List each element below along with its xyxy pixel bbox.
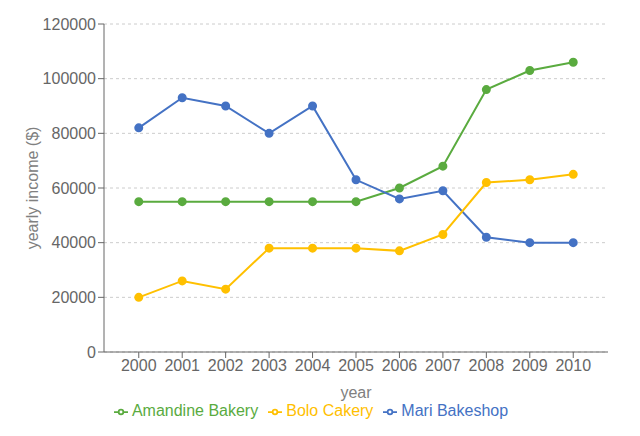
svg-text:100000: 100000 xyxy=(43,70,96,87)
svg-text:2001: 2001 xyxy=(164,357,200,374)
svg-text:120000: 120000 xyxy=(43,16,96,33)
svg-text:yearly income ($): yearly income ($) xyxy=(24,127,41,250)
svg-text:0: 0 xyxy=(87,344,96,361)
html-text:Mari Bakeshop: Mari Bakeshop xyxy=(401,402,509,419)
svg-text:20000: 20000 xyxy=(52,289,97,306)
svg-text:2010: 2010 xyxy=(555,357,591,374)
svg-text:60000: 60000 xyxy=(52,180,97,197)
svg-text:2004: 2004 xyxy=(295,357,331,374)
svg-text:2009: 2009 xyxy=(512,357,548,374)
html-text:Bolo Cakery: Bolo Cakery xyxy=(286,402,374,419)
svg-text:2005: 2005 xyxy=(338,357,374,374)
svg-text:2000: 2000 xyxy=(121,357,157,374)
svg-text:80000: 80000 xyxy=(52,125,97,142)
svg-text:2003: 2003 xyxy=(251,357,287,374)
svg-text:40000: 40000 xyxy=(52,234,97,251)
svg-text:year: year xyxy=(340,384,372,401)
svg-text:2006: 2006 xyxy=(382,357,418,374)
svg-text:2002: 2002 xyxy=(208,357,244,374)
svg-text:2007: 2007 xyxy=(425,357,461,374)
html-text:Amandine Bakery: Amandine Bakery xyxy=(131,402,259,419)
svg-text:2008: 2008 xyxy=(469,357,505,374)
